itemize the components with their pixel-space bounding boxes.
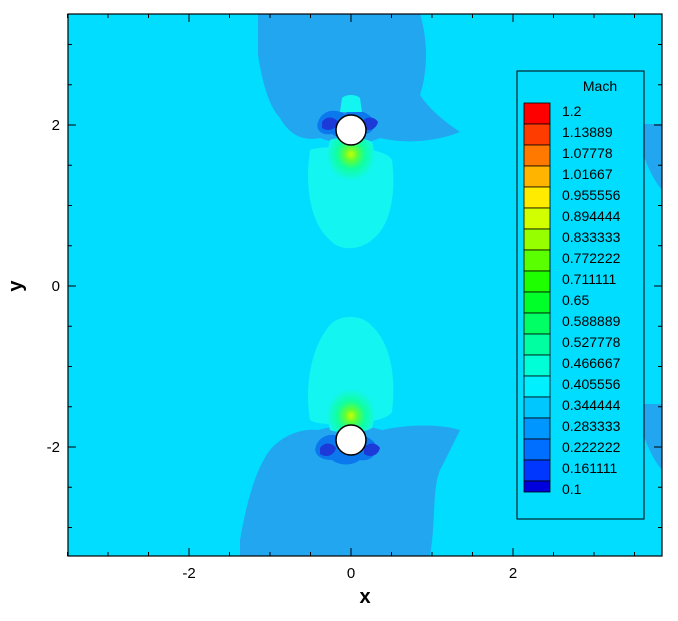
legend-level-label: 1.07778 (562, 145, 613, 161)
legend-level-label: 0.466667 (562, 355, 621, 371)
legend-swatch (523, 396, 551, 419)
y-tick-label: 2 (52, 117, 60, 134)
x-tick-label: 2 (509, 565, 517, 582)
legend-swatch (523, 417, 551, 440)
field-wake-top (308, 147, 394, 249)
field-wake-bottom (308, 316, 394, 425)
plot-frame (67, 13, 663, 557)
field-wake-tip-top (340, 95, 362, 112)
legend-swatch (523, 312, 551, 335)
legend-swatch (523, 438, 551, 461)
cylinder-top (335, 114, 367, 146)
legend-swatch (523, 123, 551, 146)
legend-swatch (523, 186, 551, 209)
legend-level-label: 0.588889 (562, 313, 621, 329)
y-axis-ticks (68, 44, 662, 528)
legend-swatch (523, 270, 551, 293)
mach-legend: Mach 1.2 1.13889 1.07778 1.01667 0.955556 0.8… (516, 70, 645, 520)
legend-swatch (523, 291, 551, 314)
legend-swatch (523, 144, 551, 167)
legend-level-label: 0.527778 (562, 334, 621, 350)
legend-swatch (523, 354, 551, 377)
field-wake-core-top (328, 137, 374, 186)
legend-level-label: 0.894444 (562, 208, 621, 224)
legend-level-label: 0.65 (562, 292, 589, 308)
field-lowest-region-bottom-left (320, 443, 336, 456)
legend-swatches (523, 102, 551, 493)
legend-swatch (523, 249, 551, 272)
field-lowest-region-top-left (322, 117, 338, 130)
field-low-region-top (258, 14, 460, 144)
field-wake-core-bottom (328, 384, 374, 433)
legend-level-label: 0.711111 (562, 271, 616, 287)
legend-title: Mach (583, 78, 617, 94)
legend-level-label: 0.833333 (562, 229, 621, 245)
cylinder-bottom (335, 424, 367, 456)
x-tick-label: 0 (347, 565, 355, 582)
legend-level-label: 0.772222 (562, 250, 621, 266)
x-axis-ticks (67, 14, 635, 556)
legend-swatch (523, 207, 551, 230)
x-axis-title: x (359, 586, 370, 608)
field-lowest-region-bottom-right (364, 443, 380, 456)
x-tick-label: -2 (182, 565, 195, 582)
legend-level-label: 0.161111 (562, 460, 617, 476)
legend-swatch (523, 375, 551, 398)
legend-swatch (523, 333, 551, 356)
legend-swatch (523, 165, 551, 188)
legend-labels: 1.2 1.13889 1.07778 1.01667 0.955556 0.894444… (562, 103, 621, 497)
legend-level-label: 1.01667 (562, 166, 613, 182)
legend-swatch (523, 102, 551, 125)
legend-level-label: 0.222222 (562, 439, 621, 455)
legend-level-label: 0.283333 (562, 418, 621, 434)
legend-level-label: 0.1 (562, 481, 582, 497)
legend-level-label: 0.344444 (562, 397, 621, 413)
y-axis-title: y (5, 280, 27, 292)
field-low-region-bottom (240, 425, 460, 556)
legend-swatch (523, 228, 551, 251)
legend-level-label: 1.13889 (562, 124, 613, 140)
legend-level-label: 0.955556 (562, 187, 621, 203)
legend-swatch (523, 480, 551, 493)
legend-level-label: 1.2 (562, 103, 582, 119)
legend-swatch (523, 459, 551, 482)
y-tick-label: -2 (47, 439, 60, 456)
y-tick-label: 0 (52, 278, 60, 295)
legend-level-label: 0.405556 (562, 376, 621, 392)
